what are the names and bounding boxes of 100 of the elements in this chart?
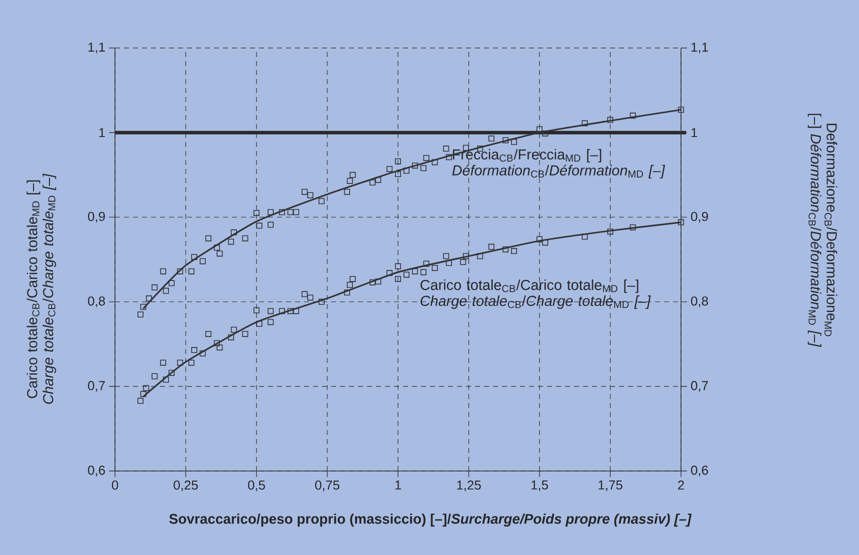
point (511, 138, 518, 145)
x-axis-title: Sovraccarico/peso proprio (massiccio) [–]/Surcharge/Poids propre (massiv) [–] (169, 514, 692, 527)
point (191, 254, 198, 260)
point (302, 188, 308, 195)
point (350, 276, 356, 282)
point (511, 248, 518, 254)
point (432, 159, 438, 166)
point (460, 259, 466, 266)
point (278, 209, 285, 216)
point (307, 192, 314, 198)
point (346, 178, 353, 184)
point (228, 334, 234, 340)
point (287, 209, 294, 216)
point (412, 162, 418, 169)
point (630, 224, 636, 230)
point (446, 260, 452, 266)
point (177, 268, 184, 274)
point (242, 330, 248, 337)
point (462, 253, 469, 260)
point (230, 229, 237, 236)
point (168, 370, 175, 376)
point (488, 136, 494, 142)
point (268, 222, 274, 228)
point (420, 165, 426, 172)
point (254, 307, 260, 314)
point (205, 235, 212, 242)
point (412, 268, 418, 274)
point (502, 246, 509, 252)
point (162, 376, 169, 383)
point (205, 330, 212, 337)
point (214, 340, 220, 346)
point (370, 279, 376, 286)
point (403, 272, 410, 278)
point (346, 282, 353, 288)
point (152, 284, 158, 290)
point (542, 240, 548, 246)
point (477, 253, 484, 260)
point (254, 210, 260, 216)
point (502, 137, 509, 144)
y2-tick-label: 0,6 (691, 466, 708, 476)
point (350, 172, 356, 178)
point (678, 106, 684, 113)
point (137, 311, 144, 318)
y-tick-label: 0,9 (88, 212, 105, 223)
point (370, 180, 376, 186)
point (395, 158, 401, 164)
x-tick-label: 1,75 (598, 480, 622, 492)
point (678, 219, 684, 226)
point (607, 228, 614, 235)
text: Freccia$_{CB}$/Freccia$_{MD}$ [–] Déformation$_{CB}$/Déformation$_{MD}$ [–] (452, 148, 666, 178)
point (423, 154, 430, 161)
y2-tick-label: 0,8 (691, 296, 708, 308)
point (318, 298, 325, 305)
point (137, 398, 144, 404)
point (420, 269, 426, 276)
point (216, 250, 223, 257)
y2-tick-label: 1,1 (692, 42, 708, 54)
point (403, 168, 410, 174)
point (278, 308, 285, 314)
y-tick-label: 0,8 (88, 296, 105, 308)
x-tick-label: 0,5 (248, 480, 265, 492)
point (242, 235, 248, 242)
point (443, 146, 450, 152)
point (287, 308, 294, 314)
point (375, 176, 382, 183)
point (160, 268, 166, 274)
x-tick-label: 1,25 (457, 480, 481, 492)
point (268, 209, 274, 216)
point (143, 385, 150, 392)
point (630, 112, 636, 119)
point (168, 280, 175, 286)
point (177, 360, 184, 366)
point (536, 126, 543, 132)
point (344, 188, 350, 195)
point (230, 326, 237, 333)
point (268, 308, 274, 314)
point (395, 276, 401, 282)
point (191, 347, 198, 354)
point (160, 360, 166, 366)
point (188, 360, 194, 366)
x-tick-label: 0 (112, 480, 118, 490)
x-tick-label: 1 (395, 480, 401, 490)
y-tick-label: 1 (99, 128, 105, 138)
point (293, 209, 300, 216)
point (344, 289, 350, 296)
y-tick-label: 0,7 (88, 381, 105, 392)
point (423, 260, 430, 267)
point (293, 308, 300, 314)
point (307, 294, 314, 301)
point (443, 253, 450, 260)
point (216, 344, 223, 350)
point (386, 166, 393, 172)
point (536, 236, 543, 242)
point (375, 278, 382, 284)
point (446, 154, 452, 160)
point (146, 295, 152, 302)
point (432, 264, 438, 271)
y-tick-label: 0,6 (88, 466, 105, 476)
point (162, 288, 169, 294)
point (395, 171, 401, 178)
